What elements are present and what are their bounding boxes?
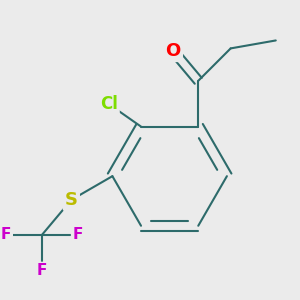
Text: F: F	[37, 263, 47, 278]
Text: F: F	[1, 227, 11, 242]
Text: O: O	[166, 42, 181, 60]
Text: F: F	[73, 227, 83, 242]
Text: S: S	[65, 191, 78, 209]
Text: Cl: Cl	[100, 95, 118, 113]
